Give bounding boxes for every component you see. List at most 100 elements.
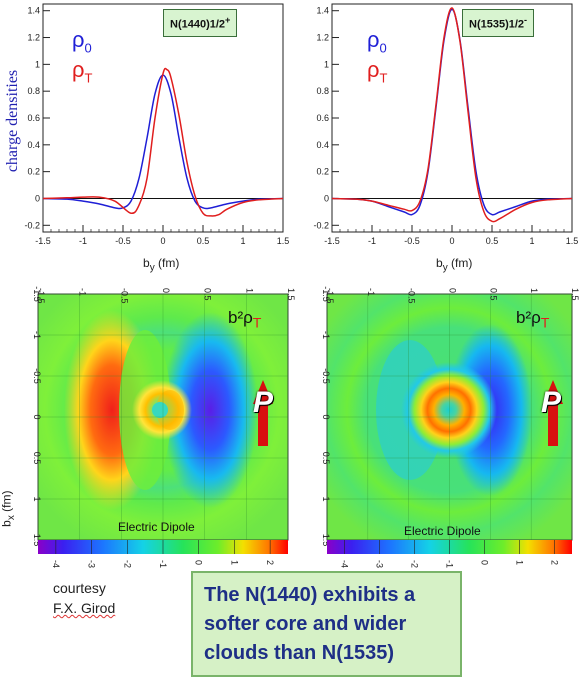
y-tick-label: 0 xyxy=(32,414,42,419)
series-line-rhoT xyxy=(331,7,573,223)
y-tick-label: -0.2 xyxy=(313,220,329,230)
dipole-label-right: Electric Dipole xyxy=(404,524,481,538)
x-tick-label: -1 xyxy=(366,288,376,296)
x-tick-label: 0 xyxy=(160,236,165,246)
x-tick-label: -1.5 xyxy=(35,236,51,246)
colorbar-tick-label: -3 xyxy=(87,560,97,568)
y-tick-label: 0.5 xyxy=(32,452,42,465)
y-tick-label: 1.5 xyxy=(321,534,331,547)
y-tick-label: -1 xyxy=(32,331,42,339)
y-tick-label: 1.2 xyxy=(316,33,329,43)
chart-title-n1440: N(1440)1/2+ xyxy=(163,9,238,37)
colorbar-tick-label: -1 xyxy=(445,560,455,568)
x-tick-label: 0 xyxy=(161,288,171,293)
plot-frame xyxy=(331,3,573,233)
y-tick-label: -1 xyxy=(321,331,331,339)
colorbar-tick-label: 0 xyxy=(480,560,490,565)
x-tick-label: -1 xyxy=(79,236,87,246)
x-tick-label: 0.5 xyxy=(203,288,213,301)
y-tick-label: 1.4 xyxy=(27,6,40,16)
x-axis-label-right: by (fm) xyxy=(436,256,473,274)
y-tick-label: -0.2 xyxy=(24,220,40,230)
chart-title-n1535: N(1535)1/2- xyxy=(462,9,535,37)
colorbar-tick-label: 2 xyxy=(265,560,275,565)
chart-top-right: -1.5 -1 -0.5 0 0.5 1 1.5 -0.2 0 0.2 0.4 0.6 0.8 1 1.2 1… xyxy=(313,3,579,246)
y-tick-label: 0.8 xyxy=(316,86,329,96)
x-tick-label: -1 xyxy=(78,288,88,296)
chart-top-left: -1.5 -1 -0.5 0 0.5 1 1.5 -0.2 0 0.2 0.4 0.6 0.8 1 1.2 1… xyxy=(24,3,290,246)
arrow-left xyxy=(253,380,273,446)
bx-axis-label: bx (fm) xyxy=(0,490,17,527)
x-tick-label: -0.5 xyxy=(407,288,417,304)
x-tick-label: 1.5 xyxy=(277,236,290,246)
x-tick-label: -1 xyxy=(368,236,376,246)
y-tick-label: 1 xyxy=(32,496,42,501)
colorbar-tick-label: -1 xyxy=(158,560,168,568)
x-tick-label: 0 xyxy=(448,288,458,293)
x-tick-label: 1.5 xyxy=(286,288,296,301)
p-label-left: P xyxy=(253,386,274,419)
y-tick-label: -1.5 xyxy=(32,286,42,302)
y-tick-label: -0.5 xyxy=(32,368,42,384)
x-tick-label: 0.5 xyxy=(486,236,499,246)
colorbar-tick-label: -4 xyxy=(51,560,61,568)
x-tick-label: -0.5 xyxy=(404,236,420,246)
x-tick-label: 0 xyxy=(449,236,454,246)
y-tick-label: -0.5 xyxy=(321,368,331,384)
colorbar-tick-label: 1 xyxy=(515,560,525,565)
x-tick-label: -0.5 xyxy=(115,236,131,246)
colorbar-tick-label: 1 xyxy=(229,560,239,565)
y-tick-label: 0 xyxy=(321,414,331,419)
y-tick-label: 0.2 xyxy=(316,167,329,177)
y-tick-label: 0.5 xyxy=(321,452,331,465)
x-tick-label: -1.5 xyxy=(36,288,46,304)
legend-rhoT: ρT xyxy=(72,57,93,86)
x-axis-label: by (fm) xyxy=(143,256,180,274)
y-tick-label: 0.8 xyxy=(27,86,40,96)
y-tick-label: 1 xyxy=(324,59,329,69)
y-tick-label: 0 xyxy=(35,193,40,203)
colorbar-tick-label: -2 xyxy=(410,560,420,568)
y-tick-label: -1.5 xyxy=(321,286,331,302)
colorbar-tick-label: 0 xyxy=(194,560,204,565)
legend-rho0-right: ρ0 xyxy=(367,27,387,56)
plot-frame xyxy=(42,3,284,233)
y-tick-label: 1 xyxy=(321,496,331,501)
y-tick-label: 0.6 xyxy=(316,113,329,123)
heatmap-left-label: b²ρT xyxy=(228,308,262,332)
x-tick-label: -0.5 xyxy=(119,288,129,304)
conclusion-box: The N(1440) exhibits a softer core and w… xyxy=(191,571,462,677)
x-tick-label: 1 xyxy=(244,288,254,293)
x-tick-label: 0.5 xyxy=(488,288,498,301)
y-tick-label: 0.2 xyxy=(27,167,40,177)
x-tick-label: 1 xyxy=(240,236,245,246)
y-tick-label: 1.2 xyxy=(27,33,40,43)
series-line-rhoT xyxy=(42,67,284,217)
legend-rho0: ρ0 xyxy=(72,27,92,56)
courtesy-note: courtesy F.X. Girod xyxy=(53,580,116,616)
dipole-label-left: Electric Dipole xyxy=(118,520,195,534)
x-tick-label: 1.5 xyxy=(570,288,580,301)
x-tick-label: 0.5 xyxy=(197,236,210,246)
y-tick-label: 0.4 xyxy=(316,140,329,150)
x-tick-label: -1.5 xyxy=(325,288,335,304)
y-tick-label: 0 xyxy=(324,193,329,203)
colorbar-tick-label: -4 xyxy=(340,560,350,568)
p-label-right: P xyxy=(541,386,562,419)
y-tick-label: 1 xyxy=(35,59,40,69)
y-tick-label: 1.4 xyxy=(316,6,329,16)
heatmaps: -1.5-1.5 -1-1-0.5-0.5000.50.5111.51.5-1.5… xyxy=(32,286,580,568)
series-line-rho0 xyxy=(331,8,573,216)
legend-rhoT-right: ρT xyxy=(367,57,388,86)
y-tick-label: 1.5 xyxy=(32,534,42,547)
x-tick-label: -1.5 xyxy=(324,236,340,246)
x-tick-label: 1.5 xyxy=(566,236,579,246)
colorbar-tick-label: 2 xyxy=(550,560,560,565)
heatmap-right-label: b²ρT xyxy=(516,308,550,332)
colorbar-tick-label: -2 xyxy=(122,560,132,568)
y-tick-label: 0.6 xyxy=(27,113,40,123)
y-tick-label: 0.4 xyxy=(27,140,40,150)
colorbar-tick-label: -3 xyxy=(375,560,385,568)
x-tick-label: 1 xyxy=(529,288,539,293)
x-tick-label: 1 xyxy=(529,236,534,246)
